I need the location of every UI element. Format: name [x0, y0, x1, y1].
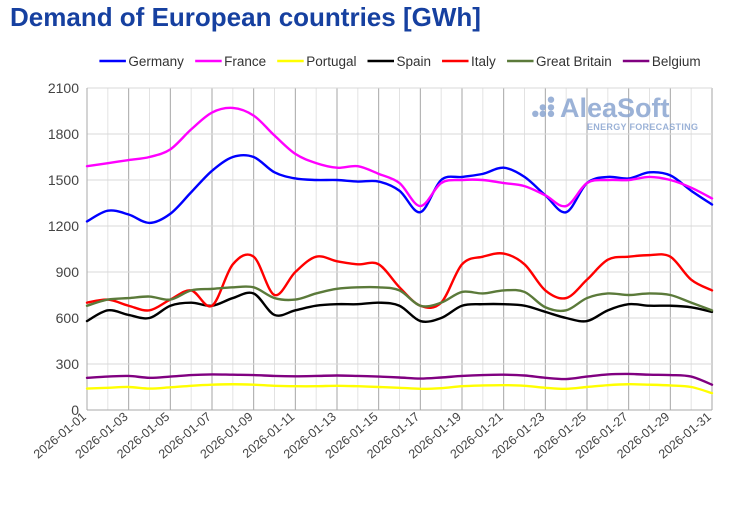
svg-text:Spain: Spain: [397, 54, 432, 69]
svg-text:Great Britain: Great Britain: [536, 54, 612, 69]
svg-text:1500: 1500: [48, 172, 79, 188]
svg-text:1800: 1800: [48, 126, 79, 142]
svg-text:France: France: [224, 54, 266, 69]
svg-text:1200: 1200: [48, 218, 79, 234]
svg-text:600: 600: [56, 310, 80, 326]
svg-text:Germany: Germany: [128, 54, 184, 69]
svg-text:ENERGY FORECASTING: ENERGY FORECASTING: [587, 122, 698, 132]
svg-text:Belgium: Belgium: [652, 54, 701, 69]
svg-text:Italy: Italy: [471, 54, 496, 69]
svg-text:300: 300: [56, 356, 80, 372]
svg-text:2100: 2100: [48, 80, 79, 96]
svg-text:AleaSoft: AleaSoft: [560, 93, 670, 123]
svg-text:Portugal: Portugal: [306, 54, 356, 69]
svg-text:900: 900: [56, 264, 80, 280]
